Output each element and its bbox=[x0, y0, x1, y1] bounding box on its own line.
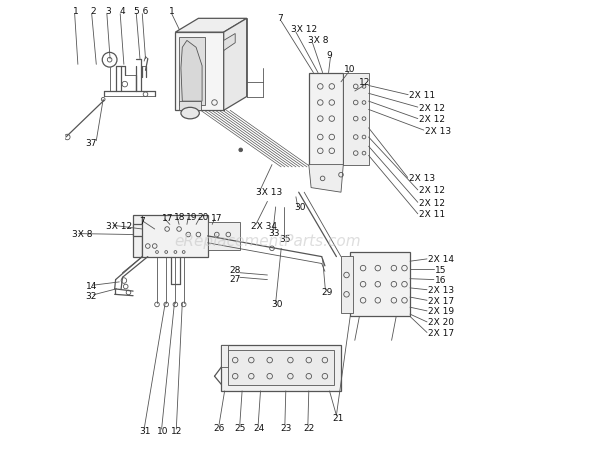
Text: 2X 12: 2X 12 bbox=[419, 103, 445, 112]
Text: 3X 12: 3X 12 bbox=[291, 25, 317, 34]
Text: 28: 28 bbox=[230, 265, 241, 274]
Text: 30: 30 bbox=[294, 203, 306, 212]
Text: 2X 13: 2X 13 bbox=[428, 285, 454, 295]
Circle shape bbox=[239, 149, 242, 152]
Text: 2X 20: 2X 20 bbox=[428, 318, 454, 327]
Polygon shape bbox=[179, 102, 201, 111]
Text: 2X 17: 2X 17 bbox=[428, 328, 454, 337]
Text: 2X 11: 2X 11 bbox=[409, 91, 435, 100]
Text: 33: 33 bbox=[269, 229, 280, 238]
Text: 2X 19: 2X 19 bbox=[428, 307, 454, 316]
Text: 27: 27 bbox=[230, 274, 241, 284]
Text: 2X 12: 2X 12 bbox=[419, 115, 445, 124]
Text: 18: 18 bbox=[174, 212, 185, 221]
Text: 37: 37 bbox=[85, 139, 97, 148]
Text: 1: 1 bbox=[169, 7, 175, 16]
Polygon shape bbox=[179, 38, 205, 106]
Text: 31: 31 bbox=[139, 426, 151, 435]
Text: 30: 30 bbox=[271, 300, 283, 309]
Polygon shape bbox=[309, 165, 343, 193]
Text: 7: 7 bbox=[139, 217, 145, 226]
Text: 3X 12: 3X 12 bbox=[106, 221, 133, 230]
Text: 16: 16 bbox=[435, 275, 447, 285]
Polygon shape bbox=[133, 216, 142, 257]
Polygon shape bbox=[208, 223, 240, 250]
Polygon shape bbox=[309, 73, 343, 165]
Text: 2X 11: 2X 11 bbox=[419, 210, 445, 219]
Polygon shape bbox=[133, 225, 238, 236]
Text: 2X 13: 2X 13 bbox=[409, 174, 435, 183]
Text: 20: 20 bbox=[197, 212, 208, 221]
Polygon shape bbox=[228, 351, 334, 386]
Polygon shape bbox=[221, 345, 228, 367]
Text: 7: 7 bbox=[277, 14, 283, 23]
Text: 35: 35 bbox=[279, 234, 290, 243]
Text: 25: 25 bbox=[234, 423, 245, 432]
Polygon shape bbox=[224, 19, 247, 111]
Text: 3: 3 bbox=[106, 7, 112, 16]
Text: 10: 10 bbox=[157, 426, 169, 435]
Text: 2X 12: 2X 12 bbox=[419, 198, 445, 207]
Text: 12: 12 bbox=[171, 426, 182, 435]
Text: 12: 12 bbox=[359, 78, 371, 87]
Polygon shape bbox=[224, 34, 235, 51]
Text: 2X 17: 2X 17 bbox=[428, 296, 454, 305]
Text: eReplacementParts.com: eReplacementParts.com bbox=[174, 234, 360, 248]
Text: 17: 17 bbox=[211, 213, 223, 223]
Ellipse shape bbox=[181, 108, 199, 119]
Polygon shape bbox=[175, 19, 247, 33]
Text: 1: 1 bbox=[73, 7, 79, 16]
Polygon shape bbox=[343, 73, 369, 165]
Text: 24: 24 bbox=[254, 423, 265, 432]
Text: 4: 4 bbox=[119, 7, 125, 16]
Polygon shape bbox=[350, 252, 410, 317]
Text: 17: 17 bbox=[162, 213, 173, 223]
Polygon shape bbox=[142, 216, 208, 257]
Text: 5 6: 5 6 bbox=[134, 7, 148, 16]
Text: 2X 14: 2X 14 bbox=[428, 255, 454, 264]
Text: 10: 10 bbox=[344, 64, 356, 73]
Text: 26: 26 bbox=[214, 423, 225, 432]
Text: 29: 29 bbox=[322, 287, 333, 296]
Text: 3X 13: 3X 13 bbox=[256, 187, 282, 196]
Text: 19: 19 bbox=[185, 212, 197, 221]
Text: 3X 8: 3X 8 bbox=[72, 230, 93, 239]
Text: 32: 32 bbox=[86, 291, 97, 301]
Text: 14: 14 bbox=[86, 281, 97, 290]
Text: 15: 15 bbox=[435, 265, 447, 274]
Text: 2: 2 bbox=[90, 7, 96, 16]
Text: 9: 9 bbox=[326, 50, 332, 60]
Text: 23: 23 bbox=[280, 423, 291, 432]
Text: 2X 12: 2X 12 bbox=[419, 186, 445, 195]
Polygon shape bbox=[175, 33, 224, 111]
Polygon shape bbox=[221, 345, 341, 391]
Polygon shape bbox=[341, 256, 352, 313]
Text: 22: 22 bbox=[303, 423, 314, 432]
Text: 3X 8: 3X 8 bbox=[308, 36, 329, 45]
Polygon shape bbox=[181, 41, 202, 102]
Text: 2X 13: 2X 13 bbox=[425, 126, 451, 135]
Text: 2X 34: 2X 34 bbox=[251, 221, 277, 230]
Text: 21: 21 bbox=[333, 413, 344, 422]
